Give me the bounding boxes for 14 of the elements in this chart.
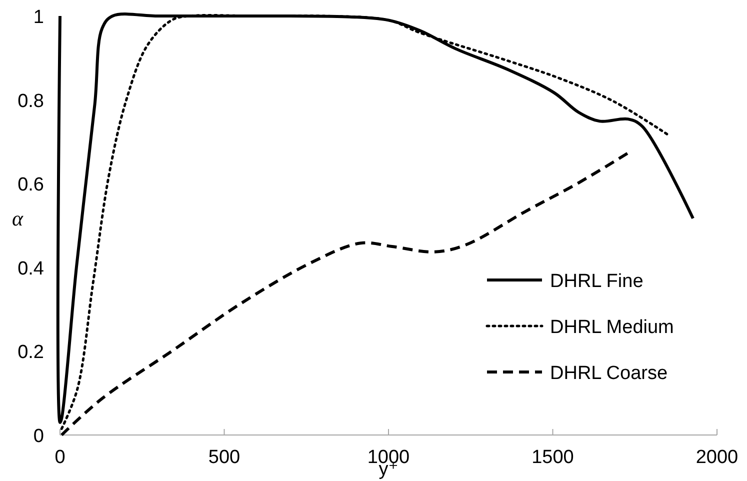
y-axis-title: α: [12, 206, 24, 230]
y-tick-label: 0.6: [18, 174, 44, 196]
x-tick-label: 500: [208, 447, 240, 468]
x-tick-label: 0: [54, 447, 66, 468]
x-tick-label: 1500: [532, 447, 574, 468]
y-tick-label: 0: [33, 426, 44, 447]
legend-label: DHRL Medium: [550, 317, 674, 338]
y-tick-label: 0.4: [18, 258, 44, 280]
x-tick-label: 2000: [696, 447, 738, 468]
legend-label: DHRL Coarse: [550, 363, 668, 384]
y-tick-label: 1: [33, 7, 44, 28]
legend-label: DHRL Fine: [550, 271, 644, 292]
y-tick-label: 0.2: [18, 342, 44, 364]
y-tick-label: 0.8: [18, 90, 44, 112]
